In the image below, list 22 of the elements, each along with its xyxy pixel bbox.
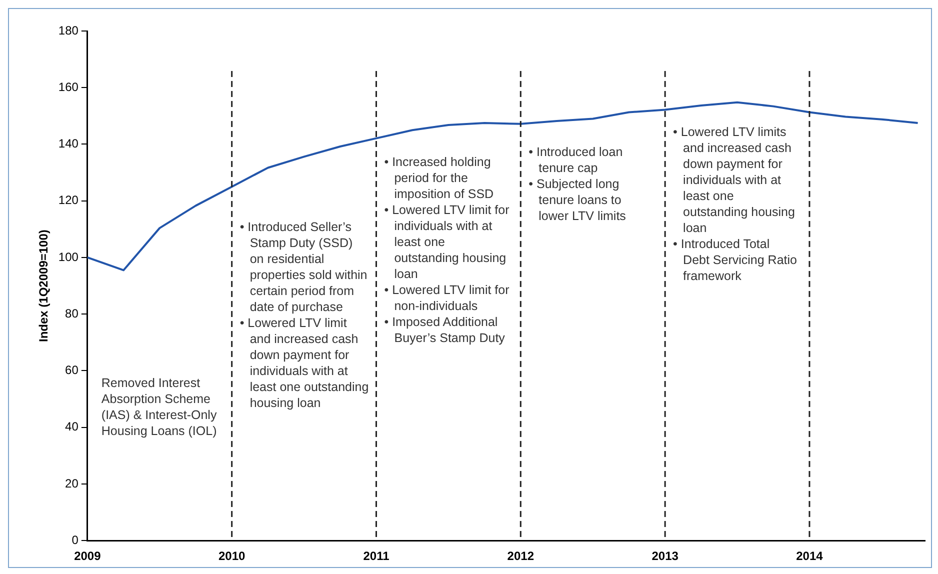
x-tick-label: 2010: [218, 549, 246, 564]
ref-line-label: • Introduced loan tenure cap • Subjected long tenure loans to lower LTV limits: [528, 144, 627, 224]
y-tick-label: 80: [65, 306, 79, 320]
annotation: Removed Interest Absorption Scheme (IAS) & Interest-Only Housing Loans (IOL): [101, 375, 218, 439]
x-tick-label: 2013: [652, 549, 679, 564]
y-tick-label: 0: [72, 532, 79, 547]
y-axis-title: Index (1Q2009=100): [36, 230, 51, 342]
y-tick-label: 120: [58, 193, 79, 208]
x-tick-label: 2014: [796, 549, 824, 564]
x-tick-label: 2009: [74, 549, 102, 564]
y-tick-label: 180: [58, 23, 79, 38]
y-tick-label: 40: [65, 420, 79, 434]
x-tick-label: 2011: [363, 549, 390, 564]
text: • Lowered LTV limits and increased cash down payment for individuals with at least one outstanding housing loan • Introduced Total Debt Servicing Ratio framework: [673, 125, 797, 283]
y-tick-label: 100: [58, 250, 79, 264]
y-tick-label: 160: [58, 80, 79, 94]
text: • Increased holding period for the imposition of SSD • Lowered LTV limit for individuals with at least one outstanding housing loan • Lowered LTV limit for non-individuals • Imposed Additional Buyer’s Stamp Duty: [384, 155, 510, 345]
text: • Introduced Seller’s Stamp Duty (SSD) on residential properties sold within certain period from date of purchase • Lowered LTV limit and increased cash down payment for individuals with at least one outstanding housing loan: [240, 220, 369, 410]
y-tick-label: 60: [65, 363, 79, 378]
y-tick-label: 140: [58, 136, 79, 151]
x-tick-label: 2012: [507, 549, 534, 564]
y-tick-label: 20: [65, 476, 79, 490]
